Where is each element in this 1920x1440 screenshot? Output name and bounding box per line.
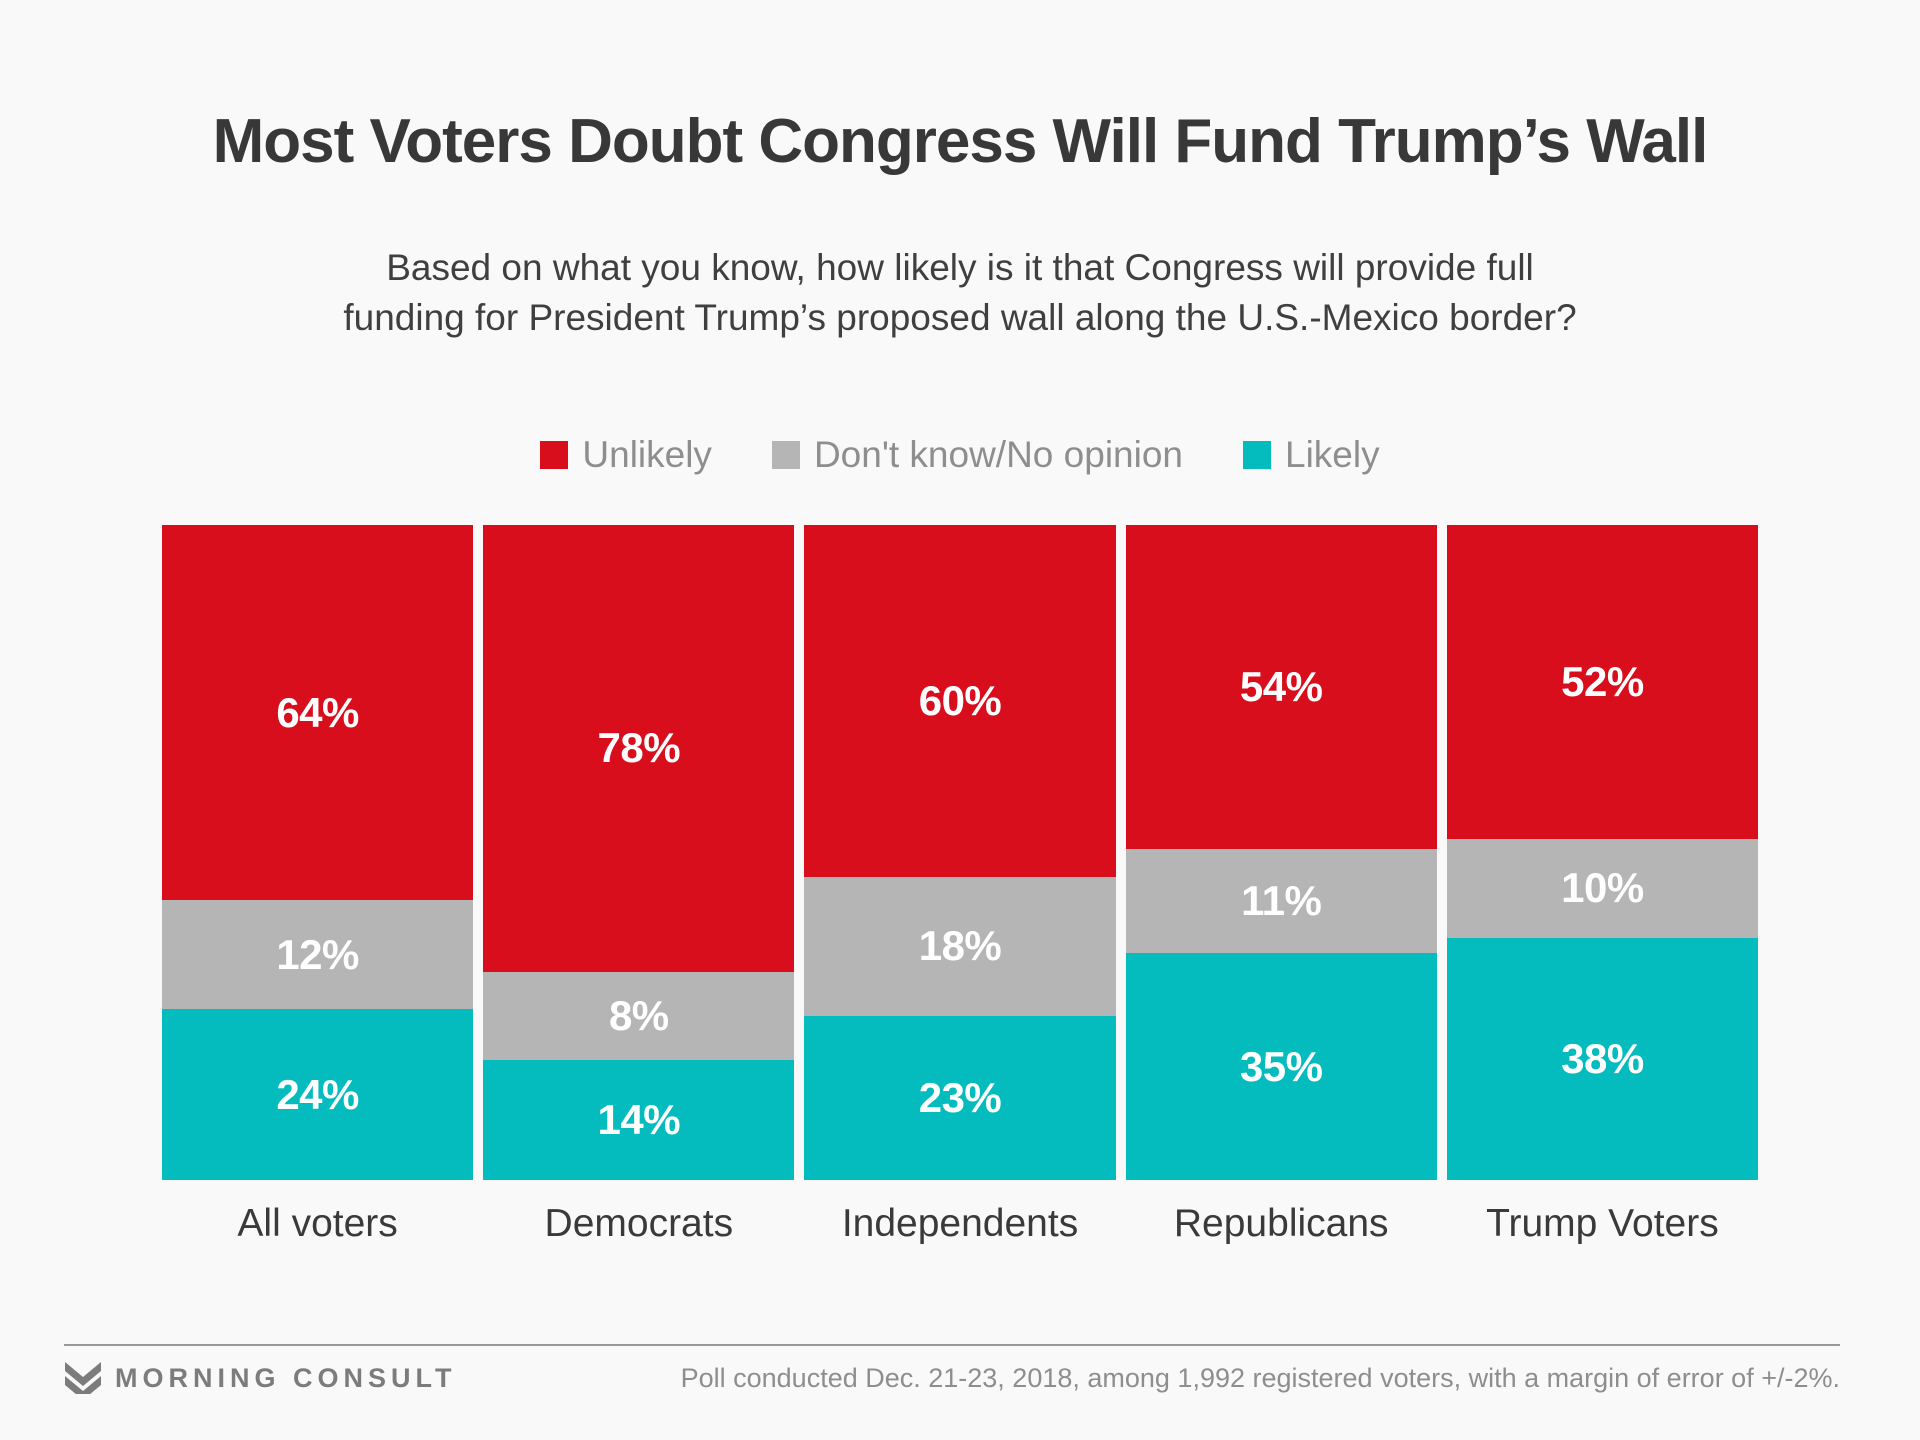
bar-value-label: 14%	[597, 1096, 681, 1144]
bar-column-all-voters: 64% 12% 24%	[162, 525, 474, 1180]
bar-value-label: 23%	[918, 1073, 1002, 1121]
bar-segment-don-t-know-no-opinion: 18%	[804, 876, 1116, 1016]
bar-segment-don-t-know-no-opinion: 10%	[1446, 838, 1759, 938]
bar-segment-don-t-know-no-opinion: 8%	[483, 971, 795, 1061]
bar-segment-likely: 38%	[1446, 937, 1759, 1180]
bar-value-label: 11%	[1241, 877, 1322, 925]
chart-title: Most Voters Doubt Congress Will Fund Tru…	[212, 107, 1709, 176]
legend-label-unlikely: Unlikely	[582, 434, 712, 475]
bar-value-label: 18%	[918, 922, 1002, 970]
legend-label-dont-know: Don't know/No opinion	[813, 434, 1183, 475]
bar-value-label: 78%	[597, 724, 681, 772]
poll-methodology-note: Poll conducted Dec. 21-23, 2018, among 1…	[680, 1362, 1840, 1393]
bar-segment-unlikely: 60%	[804, 525, 1116, 877]
category-label-all-voters: All voters	[237, 1202, 398, 1245]
legend: Unlikely Don't know/No opinion Likely	[0, 433, 1920, 477]
bar-segment-don-t-know-no-opinion: 12%	[162, 900, 474, 1010]
bar-segment-likely: 14%	[483, 1060, 795, 1180]
legend-item-likely: Likely	[1243, 434, 1380, 476]
category-label-trump-voters: Trump Voters	[1486, 1202, 1719, 1245]
bar-value-label: 8%	[608, 992, 669, 1040]
bars: 64% 12% 24% 78% 8% 14% 60% 18% 23% 54% 11% 35% 52% 10…	[162, 525, 1759, 1180]
bar-value-label: 24%	[276, 1070, 359, 1118]
bar-segment-unlikely: 64%	[162, 525, 474, 901]
category-label-republicans: Republicans	[1173, 1202, 1389, 1245]
bar-value-label: 12%	[276, 930, 359, 978]
footer-divider	[64, 1344, 1840, 1346]
legend-item-unlikely: Unlikely	[540, 434, 712, 476]
bar-column-independents: 60% 18% 23%	[804, 525, 1116, 1180]
morning-consult-m-icon	[65, 1362, 101, 1394]
morning-consult-logo: MORNING CONSULT	[64, 1362, 456, 1394]
bar-value-label: 35%	[1239, 1042, 1323, 1090]
bar-column-democrats: 78% 8% 14%	[483, 525, 795, 1180]
chart-subtitle: Based on what you know, how likely is it…	[343, 247, 1577, 338]
legend-label-likely: Likely	[1285, 434, 1380, 475]
category-label-democrats: Democrats	[544, 1202, 734, 1245]
category-labels: All voters Democrats Independents Republica…	[162, 1202, 1758, 1246]
bar-value-label: 54%	[1239, 662, 1323, 710]
stacked-bar-chart: 64% 12% 24% 78% 8% 14% 60% 18% 23% 54% 11% 35% 52% 10…	[162, 525, 1759, 1246]
dont-know-swatch-icon	[771, 441, 800, 469]
bar-segment-unlikely: 54%	[1125, 525, 1437, 849]
bar-value-label: 64%	[276, 688, 359, 736]
bar-segment-unlikely: 52%	[1446, 525, 1759, 839]
bar-segment-likely: 35%	[1125, 953, 1437, 1180]
bar-value-label: 10%	[1561, 864, 1644, 912]
bar-segment-unlikely: 78%	[483, 525, 795, 972]
brand-name: MORNING CONSULT	[115, 1362, 457, 1393]
legend-item-dont-know: Don't know/No opinion	[771, 434, 1183, 476]
bar-value-label: 38%	[1561, 1034, 1644, 1082]
bar-segment-likely: 23%	[804, 1015, 1116, 1180]
bar-value-label: 60%	[918, 676, 1002, 724]
bar-segment-likely: 24%	[162, 1009, 474, 1180]
likely-swatch-icon	[1243, 441, 1271, 469]
unlikely-swatch-icon	[540, 441, 569, 469]
footer: MORNING CONSULT Poll conducted Dec. 21-2…	[64, 1362, 1840, 1394]
bar-value-label: 52%	[1561, 657, 1644, 705]
category-label-independents: Independents	[841, 1202, 1079, 1245]
bar-column-trump-voters: 52% 10% 38%	[1446, 525, 1759, 1180]
bar-segment-don-t-know-no-opinion: 11%	[1125, 848, 1437, 954]
bar-column-republicans: 54% 11% 35%	[1125, 525, 1437, 1180]
